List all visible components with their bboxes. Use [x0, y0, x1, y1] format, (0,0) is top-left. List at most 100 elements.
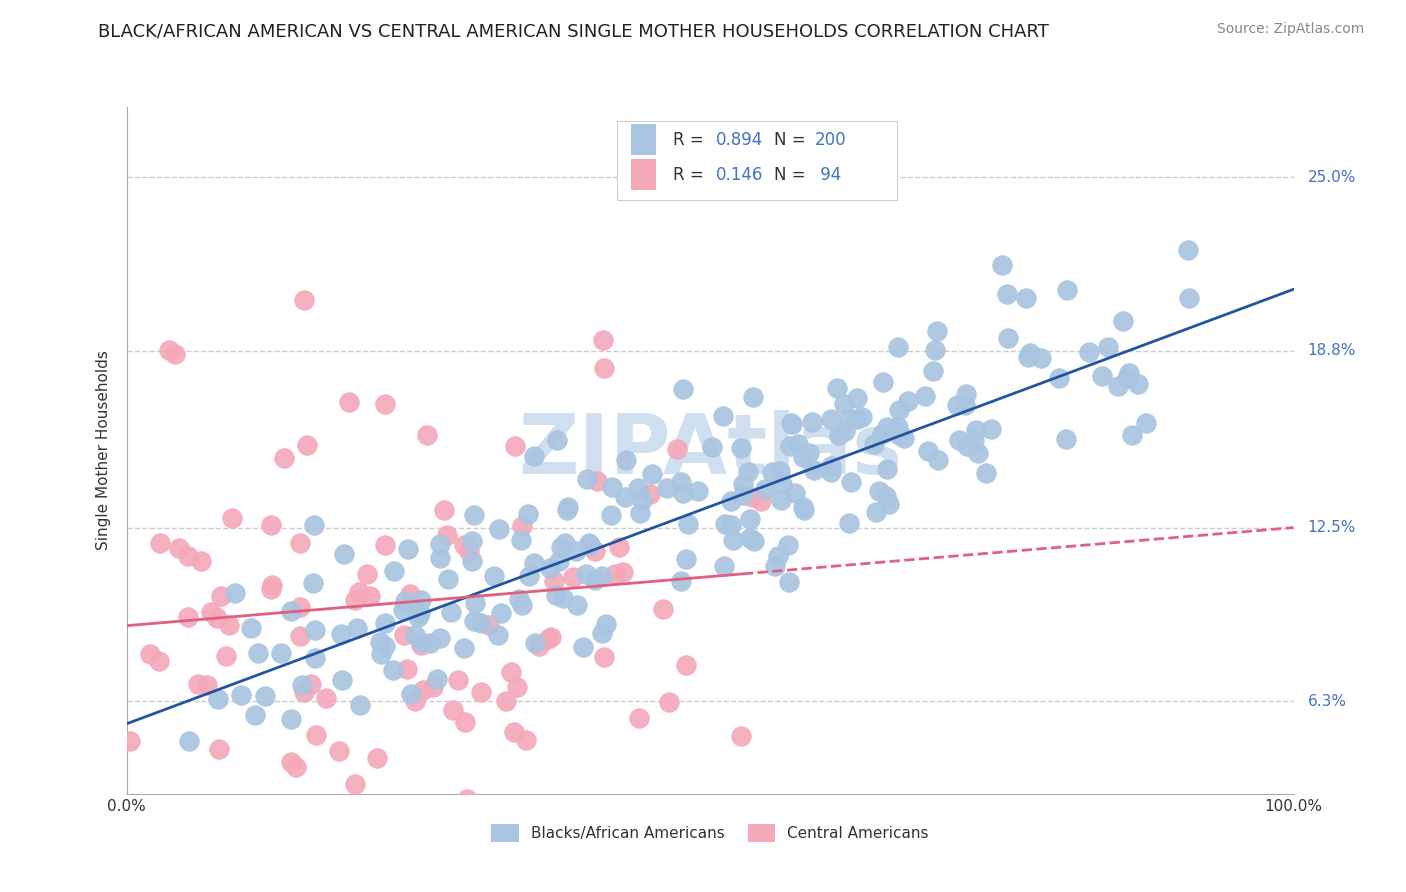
Point: [828, 427, 851, 442]
Point: [368, 635, 391, 649]
Point: [887, 340, 910, 354]
Point: [595, 616, 617, 631]
Point: [922, 364, 945, 378]
Point: [666, 442, 689, 457]
Point: [846, 391, 869, 405]
Text: 25.0%: 25.0%: [1308, 169, 1355, 185]
Point: [510, 518, 533, 533]
Point: [741, 491, 763, 505]
Point: [605, 567, 627, 582]
Point: [399, 587, 422, 601]
Point: [924, 343, 946, 357]
Point: [675, 552, 697, 566]
Point: [419, 636, 441, 650]
Point: [713, 558, 735, 573]
Point: [301, 576, 323, 591]
Point: [523, 556, 546, 570]
Point: [486, 628, 509, 642]
Point: [139, 647, 162, 661]
Bar: [631, 124, 657, 155]
Point: [454, 715, 477, 730]
Text: BLACK/AFRICAN AMERICAN VS CENTRAL AMERICAN SINGLE MOTHER HOUSEHOLDS CORRELATION : BLACK/AFRICAN AMERICAN VS CENTRAL AMERIC…: [98, 22, 1049, 40]
Text: N =: N =: [775, 166, 811, 184]
Point: [207, 692, 229, 706]
Point: [304, 651, 326, 665]
Point: [502, 725, 524, 739]
Point: [509, 533, 531, 547]
Point: [792, 500, 814, 515]
Point: [1029, 351, 1052, 365]
Point: [763, 559, 786, 574]
Point: [437, 572, 460, 586]
Point: [1017, 350, 1039, 364]
Point: [543, 574, 565, 588]
Point: [429, 631, 451, 645]
Point: [292, 293, 315, 307]
Point: [1078, 344, 1101, 359]
Point: [546, 589, 568, 603]
Point: [599, 508, 621, 523]
Point: [1135, 417, 1157, 431]
Point: [686, 483, 709, 498]
Point: [754, 482, 776, 496]
Text: 200: 200: [815, 131, 846, 149]
Point: [651, 602, 673, 616]
Point: [408, 610, 430, 624]
Point: [783, 486, 806, 500]
Point: [359, 589, 381, 603]
Point: [394, 593, 416, 607]
Point: [478, 618, 501, 632]
Point: [742, 390, 765, 404]
Point: [567, 599, 589, 613]
Legend: Blacks/African Americans, Central Americans: Blacks/African Americans, Central Americ…: [485, 818, 935, 848]
Point: [366, 751, 388, 765]
Point: [742, 533, 765, 548]
Point: [834, 425, 856, 439]
Point: [470, 616, 492, 631]
Point: [761, 465, 783, 479]
Point: [221, 511, 243, 525]
Point: [628, 507, 651, 521]
Point: [770, 476, 793, 491]
Point: [956, 439, 979, 453]
Point: [333, 547, 356, 561]
Point: [457, 544, 479, 558]
Point: [517, 569, 540, 583]
Point: [675, 657, 697, 672]
Point: [224, 585, 246, 599]
Point: [523, 449, 546, 463]
Point: [260, 582, 283, 596]
Point: [820, 465, 842, 479]
Point: [429, 537, 451, 551]
Point: [501, 665, 523, 679]
Point: [463, 508, 485, 522]
Point: [575, 567, 598, 582]
Point: [495, 694, 517, 708]
Point: [506, 681, 529, 695]
Point: [209, 589, 232, 603]
Point: [302, 518, 325, 533]
Point: [889, 403, 911, 417]
Point: [640, 487, 662, 501]
Point: [200, 605, 222, 619]
Point: [1116, 370, 1139, 384]
Point: [404, 628, 426, 642]
Point: [872, 427, 894, 442]
Point: [838, 516, 860, 530]
Point: [374, 538, 396, 552]
Point: [409, 639, 432, 653]
Point: [967, 446, 990, 460]
Point: [346, 621, 368, 635]
Point: [613, 490, 636, 504]
Point: [297, 438, 319, 452]
Point: [769, 492, 792, 507]
Point: [600, 480, 623, 494]
Text: 0.146: 0.146: [716, 166, 763, 184]
Point: [290, 536, 312, 550]
Point: [546, 433, 568, 447]
Point: [740, 512, 762, 526]
Text: R =: R =: [672, 166, 709, 184]
Point: [416, 427, 439, 442]
Point: [925, 324, 948, 338]
Point: [394, 628, 416, 642]
